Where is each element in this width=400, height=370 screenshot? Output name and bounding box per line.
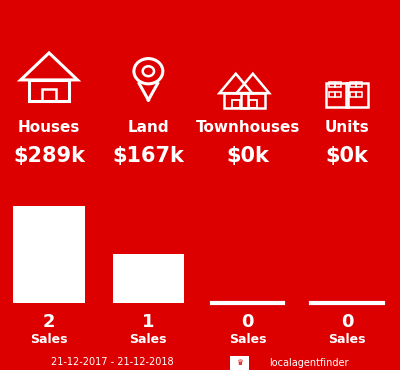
Text: $289k: $289k: [13, 146, 85, 166]
Text: 1: 1: [142, 313, 155, 331]
Text: 2: 2: [43, 313, 55, 331]
Text: Sales: Sales: [328, 333, 366, 346]
Text: $167k: $167k: [112, 146, 184, 166]
Text: Houses: Houses: [18, 121, 80, 135]
Text: 21-12-2017 - 21-12-2018: 21-12-2017 - 21-12-2018: [51, 357, 174, 367]
Text: Units: Units: [324, 121, 369, 135]
Text: $0k: $0k: [326, 146, 368, 166]
FancyBboxPatch shape: [230, 356, 249, 370]
Text: 0: 0: [341, 313, 353, 331]
Text: Sales: Sales: [229, 333, 266, 346]
FancyBboxPatch shape: [113, 255, 184, 303]
Text: localagentfinder: localagentfinder: [270, 358, 349, 368]
Text: ♛: ♛: [236, 358, 243, 367]
FancyBboxPatch shape: [13, 206, 85, 303]
Text: Sales: Sales: [30, 333, 68, 346]
Text: Sales: Sales: [130, 333, 167, 346]
Text: 0: 0: [242, 313, 254, 331]
Text: Land: Land: [128, 121, 169, 135]
Text: $0k: $0k: [226, 146, 269, 166]
Text: Townhouses: Townhouses: [196, 121, 300, 135]
